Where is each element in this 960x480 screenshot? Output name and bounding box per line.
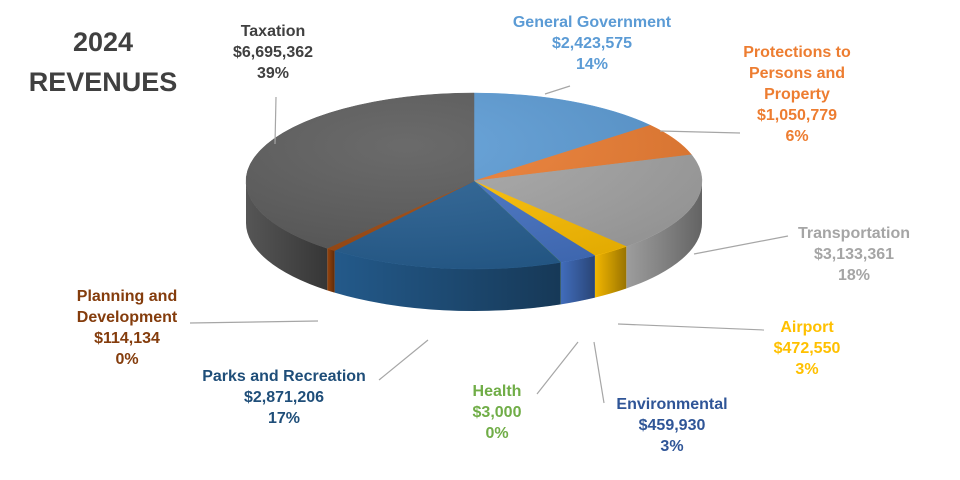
label-name-line: Property bbox=[764, 86, 830, 103]
leader-protections-to-persons-and-property bbox=[659, 130, 741, 134]
label-value: $2,423,575 bbox=[551, 35, 633, 52]
label-airport: Airport $472,550 3% bbox=[774, 317, 841, 380]
chart-title-word: REVENUES bbox=[28, 67, 178, 97]
label-name-line: General Government bbox=[512, 14, 672, 31]
label-name-line: Airport bbox=[780, 319, 834, 336]
leader-planning-and-development bbox=[189, 320, 319, 324]
label-name-line: Transportation bbox=[797, 225, 911, 242]
leader-transportation bbox=[693, 235, 789, 255]
label-value: $3,133,361 bbox=[813, 246, 895, 263]
leader-general-government bbox=[544, 85, 571, 95]
label-name-line: Persons and bbox=[748, 65, 846, 82]
label-value: $472,550 bbox=[773, 340, 841, 357]
side-environmental bbox=[560, 255, 595, 305]
label-health: Health $3,000 0% bbox=[473, 381, 522, 444]
label-value: $6,695,362 bbox=[232, 44, 314, 61]
leader-lines bbox=[189, 85, 789, 404]
label-percent: 0% bbox=[485, 425, 509, 442]
label-value: $3,000 bbox=[472, 404, 522, 421]
leader-taxation bbox=[274, 96, 277, 145]
label-percent: 14% bbox=[575, 56, 609, 73]
chart-title-year: 2024 bbox=[72, 27, 134, 57]
side-planning-and-development bbox=[327, 248, 335, 293]
label-protections-to-persons-and-property: Protections to Persons and Property $1,050,… bbox=[743, 42, 851, 147]
chart-title: 2024 REVENUES bbox=[18, 22, 188, 102]
label-percent: 39% bbox=[256, 65, 290, 82]
label-planning-and-development: Planning and Development $114,134 0% bbox=[77, 286, 177, 370]
label-name-line: Parks and Recreation bbox=[202, 368, 366, 385]
leader-environmental bbox=[593, 341, 605, 404]
label-general-government: General Government $2,423,575 14% bbox=[513, 12, 671, 75]
label-value: $2,871,206 bbox=[243, 389, 325, 406]
label-percent: 0% bbox=[115, 351, 139, 368]
leader-health bbox=[536, 341, 579, 395]
label-percent: 6% bbox=[785, 128, 809, 145]
label-percent: 3% bbox=[660, 438, 684, 455]
pie-top-faces bbox=[245, 92, 703, 270]
label-transportation: Transportation $3,133,361 18% bbox=[798, 223, 910, 286]
label-name-line: Taxation bbox=[240, 23, 306, 40]
label-value: $114,134 bbox=[94, 330, 160, 347]
label-name-line: Protections to bbox=[743, 44, 851, 61]
leader-airport bbox=[617, 323, 765, 331]
label-name-line: Health bbox=[472, 383, 522, 400]
label-percent: 3% bbox=[795, 361, 819, 378]
label-name-line: Planning and bbox=[76, 288, 178, 305]
label-environmental: Environmental $459,930 3% bbox=[616, 394, 727, 457]
label-percent: 17% bbox=[267, 410, 301, 427]
leader-parks-and-recreation bbox=[378, 339, 429, 381]
label-taxation: Taxation $6,695,362 39% bbox=[233, 21, 313, 84]
label-parks-and-recreation: Parks and Recreation $2,871,206 17% bbox=[202, 366, 366, 429]
label-value: $1,050,779 bbox=[756, 107, 838, 124]
label-name-line: Development bbox=[76, 309, 178, 326]
label-value: $459,930 bbox=[638, 417, 706, 434]
label-name-line: Environmental bbox=[616, 396, 728, 413]
label-percent: 18% bbox=[837, 267, 871, 284]
